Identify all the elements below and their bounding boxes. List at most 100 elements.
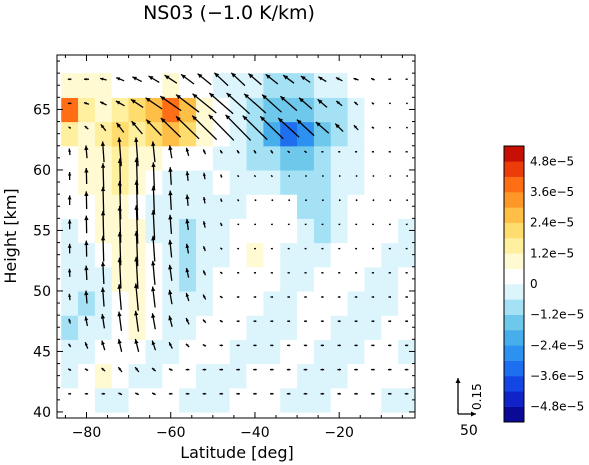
heatmap-cell	[297, 145, 315, 171]
vector-arrow	[287, 150, 291, 154]
heatmap-cell	[111, 97, 130, 123]
vector-arrow	[67, 243, 72, 254]
vector-arrow	[287, 296, 290, 298]
heatmap-cell	[128, 73, 147, 98]
heatmap-cell	[111, 73, 130, 98]
heatmap-cell	[263, 169, 281, 195]
colorbar-swatch	[504, 345, 524, 361]
heatmap-cell	[195, 121, 214, 147]
heatmap-cell	[128, 387, 147, 413]
vector-arrow	[389, 199, 392, 202]
reference-arrowhead-horizontal	[471, 411, 476, 417]
vector-arrow	[168, 264, 173, 281]
heatmap-cell	[246, 145, 264, 171]
vector-arrow	[99, 77, 107, 81]
vector-arrow	[287, 271, 290, 274]
vector-arrow	[202, 196, 206, 204]
vector-arrow	[265, 73, 279, 85]
heatmap-cell	[229, 339, 248, 365]
vector-arrow	[164, 74, 178, 84]
vector-arrow	[185, 267, 190, 278]
vector-arrow	[145, 119, 162, 137]
heatmap-cell	[246, 169, 264, 195]
vector-arrow	[287, 320, 291, 323]
heatmap-cell	[263, 73, 281, 98]
vector-arrow	[84, 145, 89, 159]
vector-arrow	[84, 368, 89, 371]
vector-arrow	[270, 320, 274, 323]
heatmap-cell	[195, 169, 214, 195]
vector-arrow	[168, 289, 173, 305]
vector-arrow	[334, 123, 344, 133]
vector-arrow	[185, 194, 190, 206]
vector-arrow	[355, 223, 358, 226]
vector-arrow	[243, 93, 267, 114]
heatmap-cell	[128, 363, 147, 389]
heatmap-cell	[364, 218, 382, 244]
vector-arrow	[337, 368, 341, 371]
heatmap-cell	[263, 315, 281, 340]
heatmap-cell	[78, 363, 96, 389]
vector-arrow	[185, 147, 190, 156]
vector-arrow	[405, 271, 408, 274]
heatmap-cell	[297, 363, 315, 389]
heatmap-cell	[111, 363, 130, 389]
colorbar-swatch	[504, 253, 524, 269]
vector-arrow	[168, 392, 173, 395]
vector-arrow	[288, 175, 291, 177]
vector-arrow	[270, 368, 274, 371]
vector-arrow	[99, 101, 107, 106]
heatmap-cell	[263, 242, 281, 268]
heatmap-cell	[61, 97, 79, 123]
heatmap-cell	[195, 266, 214, 292]
vector-arrow	[286, 368, 291, 371]
heatmap-cell	[280, 97, 298, 123]
vector-arrow	[303, 368, 308, 371]
vector-arrow	[404, 344, 409, 347]
vector-arrow	[321, 223, 324, 226]
vector-arrow	[353, 77, 359, 81]
heatmap-cell	[263, 339, 281, 365]
vector-arrow	[145, 97, 163, 110]
heatmap-cell	[364, 121, 382, 147]
heatmap-cell	[229, 145, 248, 171]
vector-arrow	[225, 114, 252, 141]
heatmap-cell	[398, 73, 415, 98]
vector-arrow	[191, 115, 218, 141]
heatmap-cell	[364, 97, 382, 123]
heatmap-cell	[246, 97, 264, 123]
heatmap-cell	[347, 121, 366, 147]
vector-arrow	[372, 223, 374, 226]
vector-arrow	[296, 119, 315, 137]
heatmap-cell	[313, 266, 332, 292]
vector-arrow	[248, 73, 262, 86]
heatmap-cell	[398, 145, 415, 171]
heatmap-cell	[280, 121, 298, 147]
heatmap-cell	[229, 218, 248, 244]
heatmap-cell	[94, 363, 113, 389]
heatmap-cell	[398, 169, 415, 195]
vector-arrow	[168, 214, 173, 235]
heatmap-cell	[330, 242, 349, 268]
heatmap-cell	[229, 242, 248, 268]
heatmap-cell	[398, 218, 415, 244]
vector-arrow	[254, 223, 256, 226]
vector-arrow	[406, 175, 409, 177]
heatmap-cell	[297, 97, 315, 123]
heatmap-cell	[347, 73, 366, 98]
heatmap-cell	[195, 363, 214, 389]
vector-arrow	[388, 344, 392, 347]
vector-arrow	[371, 247, 374, 250]
wind-vectors	[67, 72, 409, 396]
vector-arrow	[388, 247, 391, 250]
heatmap-cell	[398, 242, 415, 268]
heatmap-cell	[313, 145, 332, 171]
heatmap-cell	[330, 339, 349, 365]
colorbar-swatch	[504, 222, 524, 239]
heatmap-cell	[61, 290, 79, 316]
vector-arrow	[304, 150, 307, 154]
vector-arrow	[338, 271, 341, 274]
heatmap-cell	[246, 363, 264, 389]
heatmap-cell	[128, 339, 147, 365]
